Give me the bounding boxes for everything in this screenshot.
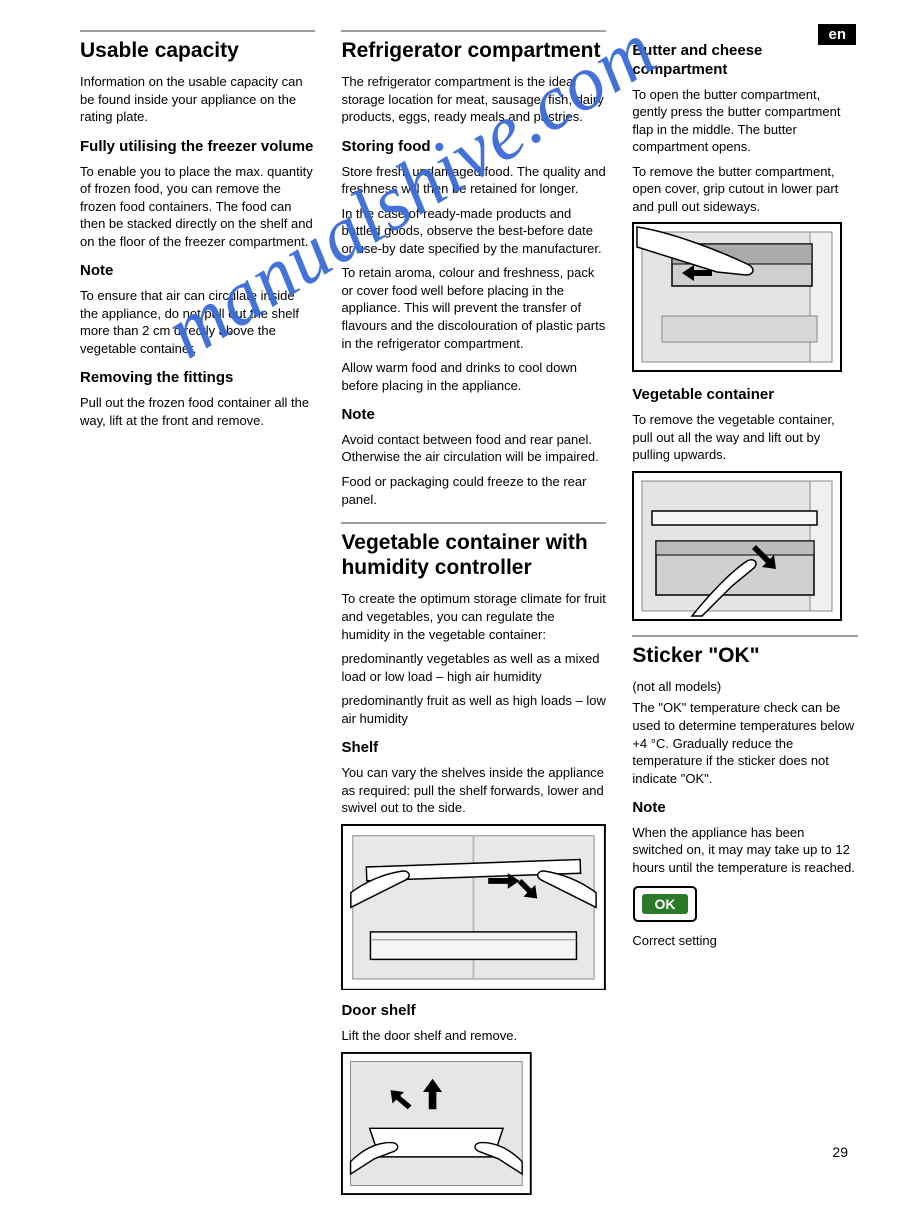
language-tab: en xyxy=(818,24,856,45)
list-item: predominantly fruit as well as high load… xyxy=(341,692,606,727)
body-text: To remove the butter compartment, open c… xyxy=(632,163,858,216)
figure-vegetable-container xyxy=(632,471,842,621)
ok-indicator: OK Correct setting xyxy=(632,885,858,950)
list-item: In the case of ready-made products and b… xyxy=(341,205,606,258)
heading-sticker-ok: Sticker "OK" xyxy=(632,643,858,668)
body-text: To ensure that air can circulate inside … xyxy=(80,287,315,357)
list-item: Store fresh, undamaged food. The quality… xyxy=(341,163,606,198)
body-text: The "OK" temperature check can be used t… xyxy=(632,699,858,787)
section-rule xyxy=(632,635,858,637)
svg-text:OK: OK xyxy=(655,896,676,912)
content-columns: Usable capacity Information on the usabl… xyxy=(80,30,858,1205)
subheading: Door shelf xyxy=(341,1002,606,1021)
heading-refrigerator: Refrigerator compartment xyxy=(341,38,606,63)
body-text: To open the butter compartment, gently p… xyxy=(632,86,858,156)
body-text: (not all models) xyxy=(632,678,858,696)
body-text: Avoid contact between food and rear pane… xyxy=(341,431,606,466)
body-text: Food or packaging could freeze to the re… xyxy=(341,473,606,508)
column-2: Refrigerator compartment The refrigerato… xyxy=(341,30,606,1205)
subheading-note: Note xyxy=(80,262,315,281)
body-text: Lift the door shelf and remove. xyxy=(341,1027,606,1045)
body-text: To remove the vegetable container, pull … xyxy=(632,411,858,464)
subheading: Shelf xyxy=(341,739,606,758)
body-text: To create the optimum storage climate fo… xyxy=(341,590,606,643)
subheading-note: Note xyxy=(632,799,858,818)
figure-shelf-removal xyxy=(341,824,606,991)
body-text: The refrigerator compartment is the idea… xyxy=(341,73,606,126)
section-rule xyxy=(80,30,315,32)
subheading: Removing the fittings xyxy=(80,369,315,388)
subheading: Storing food xyxy=(341,138,606,157)
column-3: Butter and cheese compartment To open th… xyxy=(632,30,858,1205)
body-text: To enable you to place the max. quantity… xyxy=(80,163,315,251)
subheading: Butter and cheese compartment xyxy=(632,42,858,80)
list-item: predominantly vegetables as well as a mi… xyxy=(341,650,606,685)
figure-door-shelf-removal xyxy=(341,1052,532,1195)
ok-label: Correct setting xyxy=(632,932,858,950)
subheading: Fully utilising the freezer volume xyxy=(80,138,315,157)
list-item: To retain aroma, colour and freshness, p… xyxy=(341,264,606,352)
page-number: 29 xyxy=(832,1144,848,1160)
body-text: You can vary the shelves inside the appl… xyxy=(341,764,606,817)
section-rule xyxy=(341,30,606,32)
column-1: Usable capacity Information on the usabl… xyxy=(80,30,315,1205)
subheading: Vegetable container xyxy=(632,386,858,405)
body-text: Pull out the frozen food container all t… xyxy=(80,394,315,429)
heading-usable-capacity: Usable capacity xyxy=(80,38,315,63)
heading-vegetable-container: Vegetable container with humidity contro… xyxy=(341,530,606,580)
figure-butter-compartment xyxy=(632,222,842,372)
list-item: Allow warm food and drinks to cool down … xyxy=(341,359,606,394)
body-text: Information on the usable capacity can b… xyxy=(80,73,315,126)
section-rule xyxy=(341,522,606,524)
manual-page: en manualshive.com Usable capacity Infor… xyxy=(0,0,918,1188)
subheading-note: Note xyxy=(341,406,606,425)
body-text: When the appliance has been switched on,… xyxy=(632,824,858,877)
